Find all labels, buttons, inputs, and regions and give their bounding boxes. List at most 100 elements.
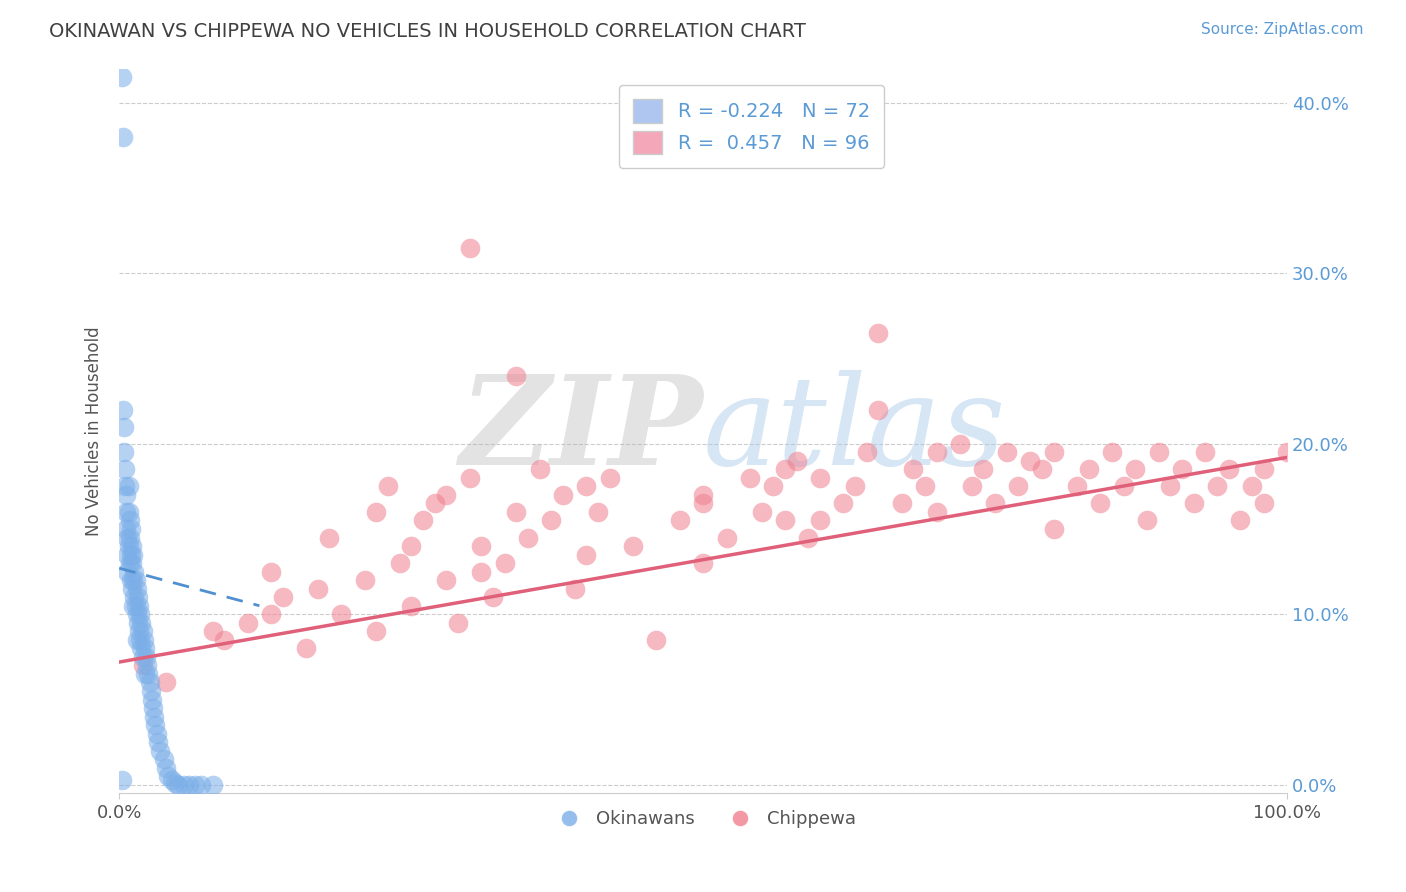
Point (190, 778, 212, 792)
Point (115, 505, 138, 519)
Point (1090, 496, 1112, 510)
Point (529, 462, 551, 476)
Point (124, 591, 146, 605)
Point (112, 419, 135, 434)
Point (1182, 496, 1205, 510)
Point (124, 573, 146, 587)
Point (260, 565, 283, 579)
Point (1275, 445, 1298, 459)
Point (152, 752, 174, 766)
Point (179, 778, 201, 792)
Point (142, 701, 165, 715)
Point (115, 522, 138, 536)
Point (260, 607, 283, 622)
Point (201, 624, 224, 639)
Legend: Okinawans, Chippewa: Okinawans, Chippewa (543, 803, 863, 835)
Point (482, 591, 505, 605)
Point (399, 599, 422, 613)
Point (914, 479, 936, 493)
Point (115, 488, 138, 502)
Point (540, 513, 562, 527)
Point (135, 649, 157, 664)
Point (134, 667, 156, 681)
Point (236, 615, 259, 630)
Point (1159, 479, 1181, 493)
Point (366, 505, 388, 519)
Point (155, 761, 177, 775)
Point (1066, 479, 1088, 493)
Point (1206, 479, 1229, 493)
Point (972, 462, 994, 476)
Point (271, 591, 294, 605)
Point (434, 488, 457, 502)
Point (925, 445, 948, 459)
Point (146, 735, 169, 749)
Point (201, 778, 224, 792)
Point (434, 573, 457, 587)
Point (145, 726, 167, 740)
Point (1077, 462, 1099, 476)
Point (844, 479, 866, 493)
Point (645, 632, 668, 647)
Point (868, 326, 890, 340)
Point (388, 556, 411, 570)
Point (423, 496, 446, 510)
Point (377, 479, 399, 493)
Point (505, 368, 527, 383)
Point (470, 539, 492, 553)
Point (131, 649, 153, 664)
Point (155, 675, 177, 690)
Point (494, 556, 516, 570)
Point (868, 402, 890, 417)
Point (1241, 479, 1264, 493)
Point (1031, 462, 1053, 476)
Point (141, 692, 163, 706)
Point (131, 641, 153, 656)
Point (173, 778, 195, 792)
Point (121, 556, 143, 570)
Point (551, 488, 574, 502)
Point (138, 667, 160, 681)
Point (505, 505, 527, 519)
Point (366, 624, 388, 639)
Point (166, 778, 188, 792)
Point (128, 624, 150, 639)
Point (399, 539, 422, 553)
Point (984, 496, 1007, 510)
Y-axis label: No Vehicles in Household: No Vehicles in Household (86, 326, 103, 536)
Point (120, 522, 142, 536)
Point (318, 531, 340, 545)
Point (1194, 445, 1216, 459)
Point (669, 513, 692, 527)
Point (129, 607, 152, 622)
Point (797, 531, 820, 545)
Point (114, 462, 136, 476)
Point (117, 539, 139, 553)
Point (134, 641, 156, 656)
Point (517, 531, 540, 545)
Point (120, 548, 142, 562)
Point (160, 772, 183, 787)
Point (855, 445, 877, 459)
Point (1253, 496, 1275, 510)
Text: atlas: atlas (703, 370, 1007, 491)
Point (122, 548, 145, 562)
Point (127, 615, 149, 630)
Point (131, 624, 153, 639)
Point (1123, 462, 1146, 476)
Point (165, 776, 187, 790)
Point (184, 778, 207, 792)
Point (1136, 513, 1159, 527)
Text: ZIP: ZIP (460, 370, 703, 491)
Point (832, 496, 855, 510)
Point (120, 573, 142, 587)
Point (716, 531, 738, 545)
Point (121, 539, 143, 553)
Point (995, 445, 1018, 459)
Point (110, 70, 132, 84)
Point (586, 505, 609, 519)
Point (1253, 462, 1275, 476)
Point (1218, 462, 1240, 476)
Point (157, 769, 180, 783)
Point (692, 496, 714, 510)
